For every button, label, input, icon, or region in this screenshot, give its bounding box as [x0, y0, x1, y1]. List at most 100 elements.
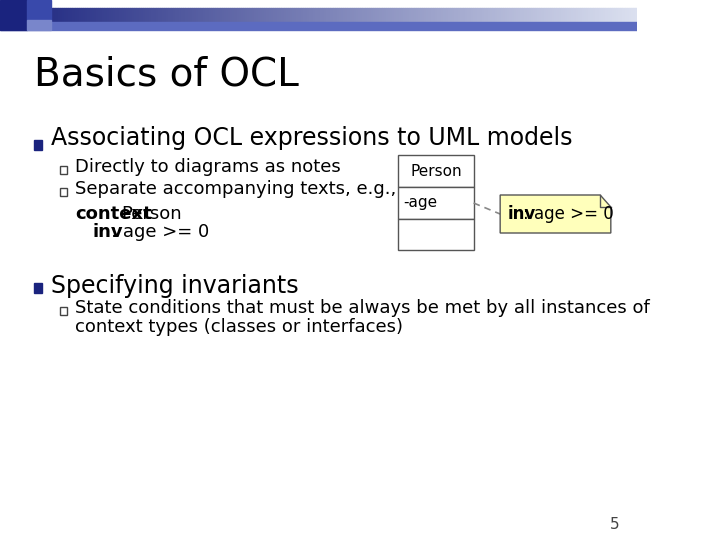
Bar	[36, 8, 38, 22]
Bar	[266, 8, 269, 22]
Bar	[171, 8, 173, 22]
Bar	[446, 8, 448, 22]
Bar	[215, 8, 217, 22]
Bar	[120, 8, 122, 22]
Text: State conditions that must be always be met by all instances of: State conditions that must be always be …	[76, 299, 650, 317]
Bar	[0, 0, 27, 30]
Bar	[369, 8, 371, 22]
Bar	[448, 8, 450, 22]
Bar	[623, 8, 624, 22]
Bar	[405, 8, 407, 22]
Bar	[366, 8, 369, 22]
Bar	[113, 8, 115, 22]
Bar	[190, 8, 192, 22]
Bar	[516, 8, 518, 22]
Bar	[264, 8, 266, 22]
Bar	[260, 8, 262, 22]
Bar	[42, 8, 45, 22]
Bar	[435, 8, 437, 22]
Bar	[75, 8, 77, 22]
Bar	[209, 8, 211, 22]
Bar	[269, 8, 271, 22]
Bar	[626, 8, 629, 22]
Bar	[584, 8, 586, 22]
Bar	[68, 8, 71, 22]
Bar	[539, 8, 541, 22]
Bar	[213, 8, 215, 22]
Bar	[200, 8, 202, 22]
Bar	[324, 8, 326, 22]
Bar	[526, 8, 528, 22]
Bar	[495, 8, 497, 22]
Bar	[302, 8, 305, 22]
Bar	[343, 8, 346, 22]
Bar	[580, 8, 582, 22]
Bar	[318, 8, 320, 22]
Bar	[384, 8, 386, 22]
Bar	[94, 8, 96, 22]
Bar	[415, 8, 418, 22]
Bar	[53, 8, 55, 22]
Bar	[482, 8, 484, 22]
Bar	[175, 8, 177, 22]
Bar	[66, 8, 68, 22]
Bar	[305, 8, 307, 22]
Bar	[452, 8, 454, 22]
Bar	[335, 8, 337, 22]
Bar	[616, 8, 618, 22]
Bar	[371, 8, 373, 22]
Bar	[484, 8, 486, 22]
Bar	[548, 8, 550, 22]
Text: : age >= 0: : age >= 0	[111, 223, 209, 241]
Bar	[253, 8, 256, 22]
Text: Separate accompanying texts, e.g.,: Separate accompanying texts, e.g.,	[76, 180, 397, 198]
Text: : age >= 0: : age >= 0	[523, 205, 614, 223]
Bar	[60, 166, 67, 174]
Bar	[399, 8, 401, 22]
Bar	[624, 8, 626, 22]
Bar	[11, 8, 13, 22]
Bar	[0, 8, 2, 22]
Bar	[247, 8, 249, 22]
Bar	[535, 8, 537, 22]
Bar	[603, 8, 606, 22]
Bar	[629, 8, 631, 22]
Bar	[115, 8, 117, 22]
Bar	[162, 8, 164, 22]
Bar	[618, 8, 621, 22]
Bar	[60, 8, 62, 22]
Bar	[186, 8, 188, 22]
Bar	[136, 8, 138, 22]
Bar	[518, 8, 520, 22]
Bar	[328, 8, 330, 22]
Bar	[38, 8, 40, 22]
Bar	[83, 8, 85, 22]
Bar	[537, 8, 539, 22]
Bar	[520, 8, 522, 22]
Bar	[62, 8, 64, 22]
Bar	[524, 8, 526, 22]
Bar	[398, 219, 474, 250]
Bar	[107, 8, 109, 22]
Bar	[9, 8, 11, 22]
Bar	[352, 8, 354, 22]
Bar	[397, 8, 399, 22]
Bar	[330, 8, 333, 22]
Bar	[346, 8, 348, 22]
Bar	[610, 8, 612, 22]
Bar	[390, 8, 392, 22]
Bar	[567, 8, 570, 22]
Text: inv: inv	[508, 205, 536, 223]
Bar	[64, 8, 66, 22]
Bar	[488, 8, 490, 22]
Bar	[19, 8, 22, 22]
Bar	[256, 8, 258, 22]
Bar	[288, 8, 290, 22]
Bar	[222, 8, 224, 22]
Bar	[27, 0, 51, 20]
Bar	[614, 8, 616, 22]
Bar	[24, 8, 26, 22]
Bar	[13, 8, 15, 22]
Bar	[464, 8, 467, 22]
Bar	[348, 8, 350, 22]
